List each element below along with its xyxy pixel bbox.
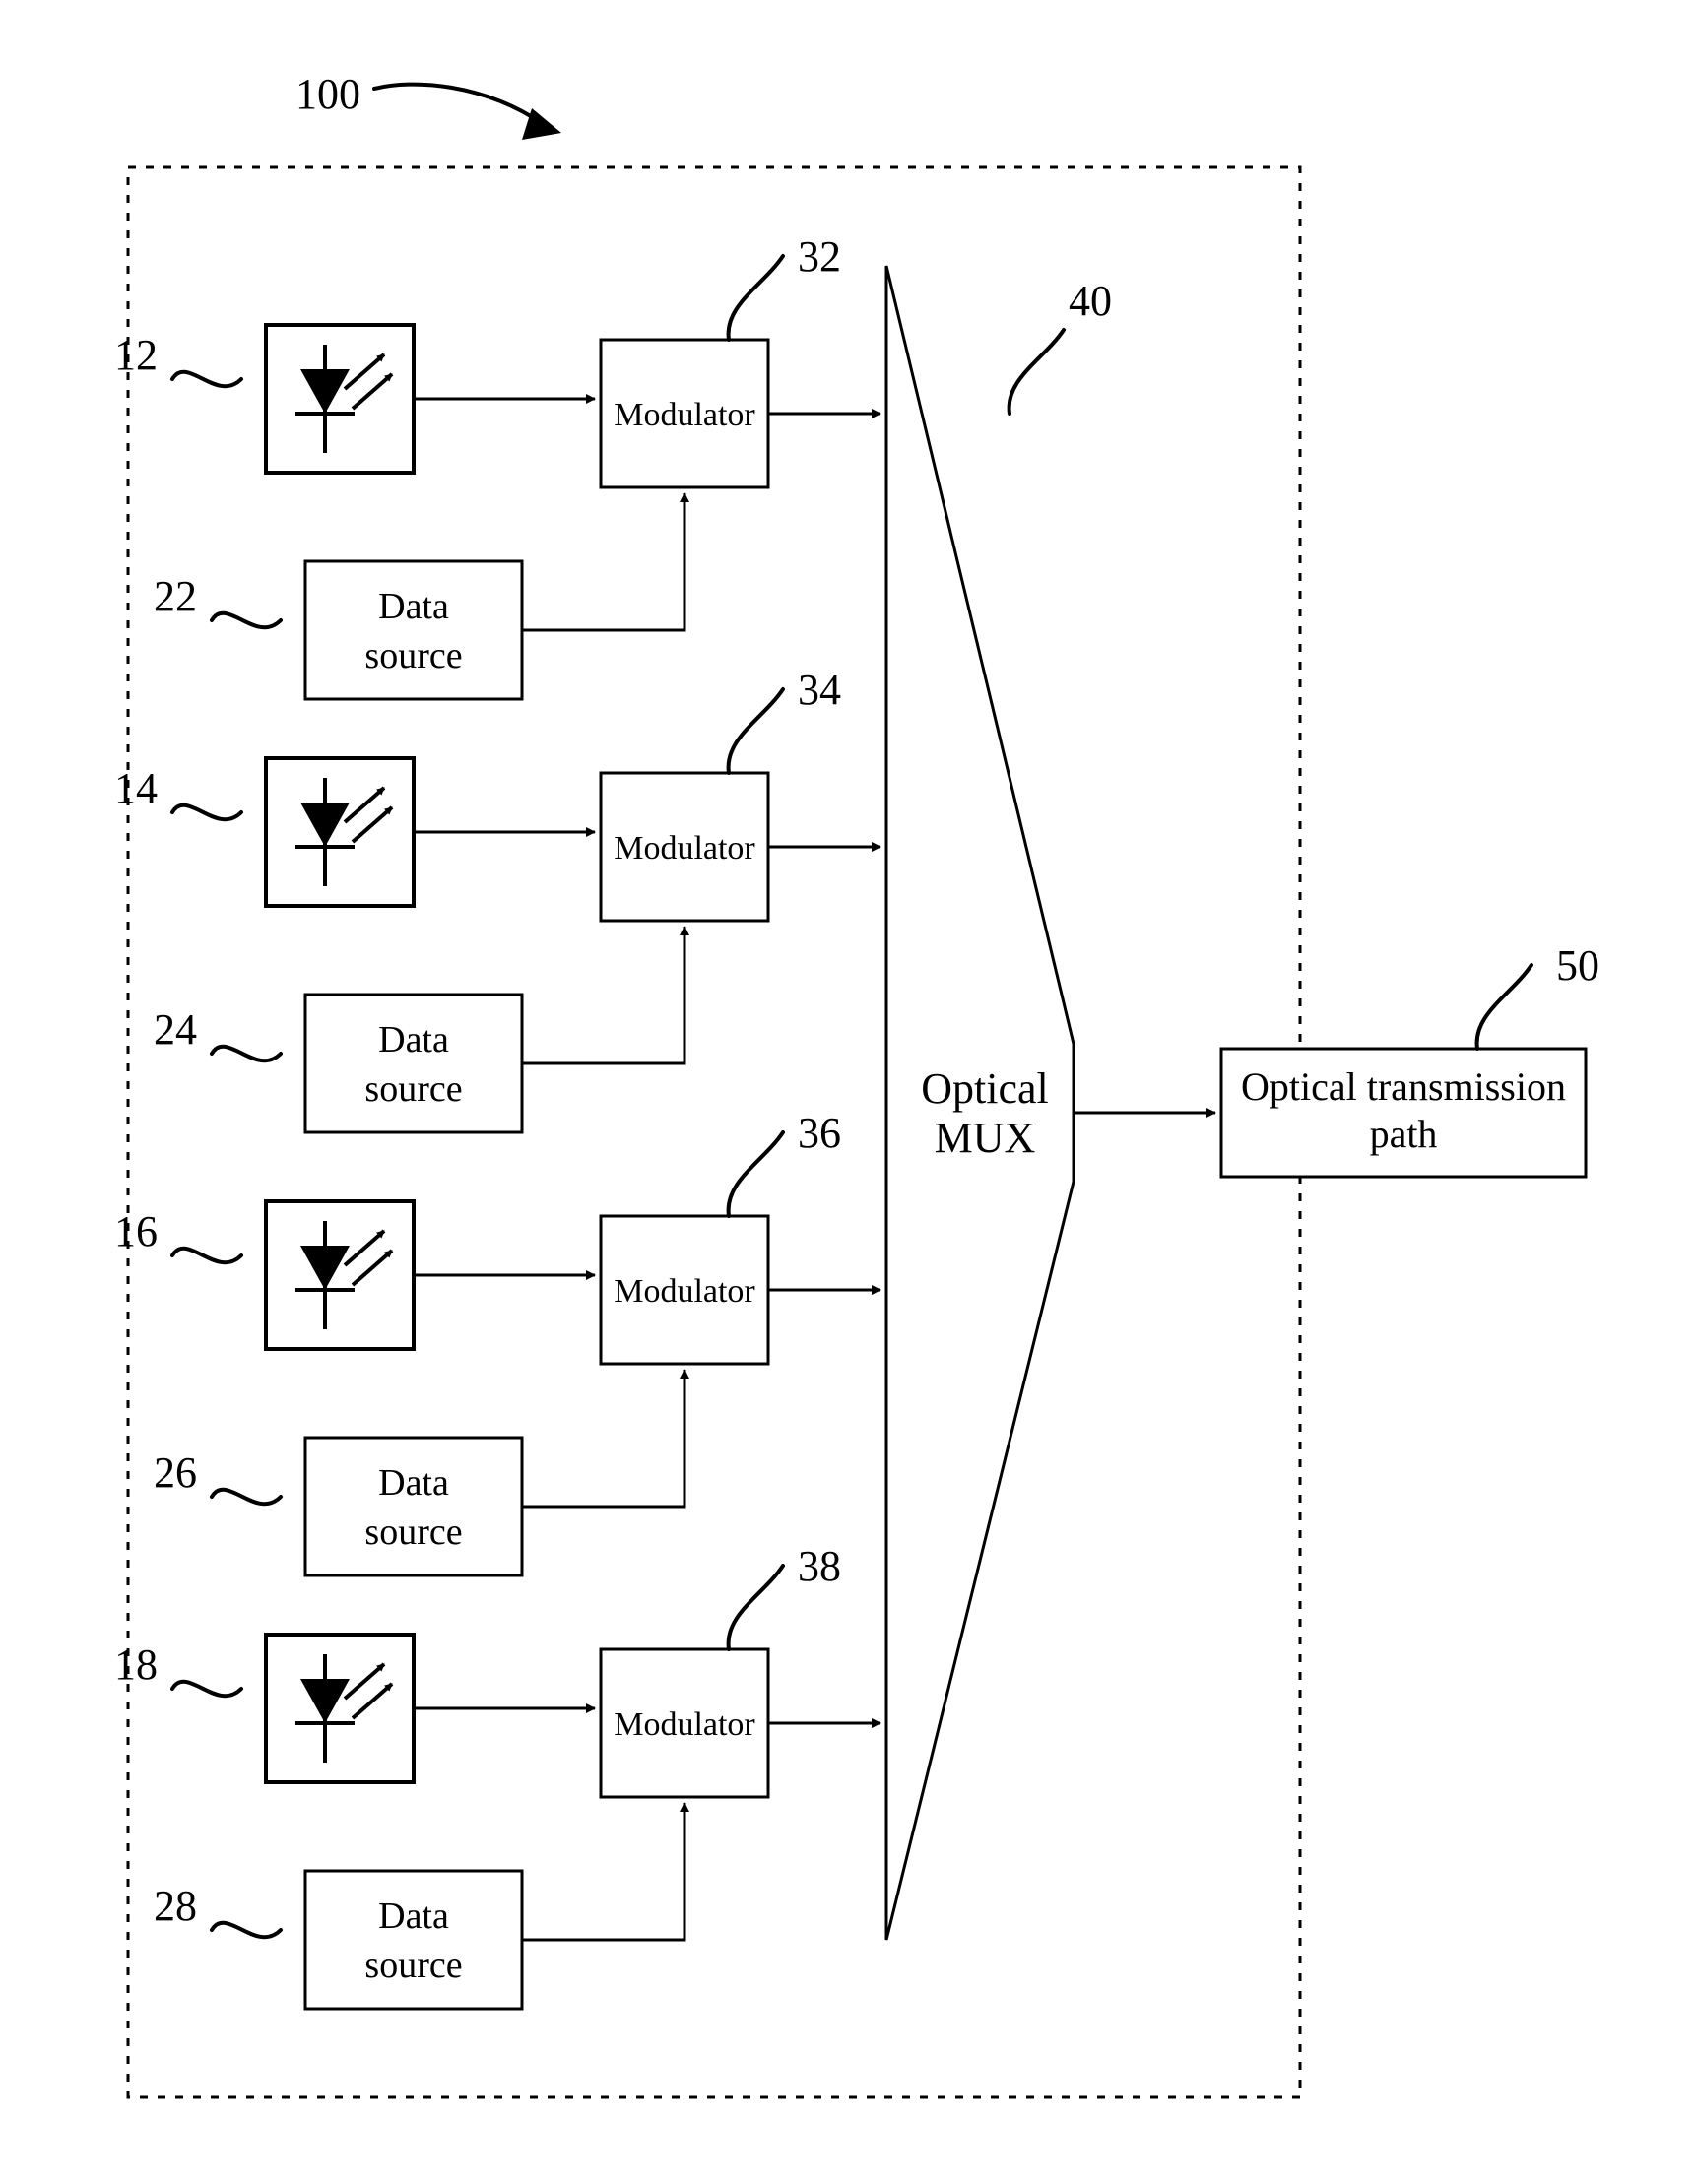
laser-lead-3 xyxy=(172,1249,241,1262)
arrow-data-mod-4 xyxy=(522,1803,684,1940)
mod-lead-2 xyxy=(729,689,783,773)
laser-box-1 xyxy=(266,325,414,473)
laser-lead-4 xyxy=(172,1682,241,1696)
mod-label-1: 32 xyxy=(798,232,841,281)
mux-label: 40 xyxy=(1069,277,1112,325)
data-source-box-1 xyxy=(305,561,522,699)
laser-label-1: 12 xyxy=(114,331,158,379)
data-label-2: 24 xyxy=(154,1005,197,1054)
channel-3: 16 Data source 26 Modulator 36 xyxy=(114,1109,880,1575)
mod-lead-4 xyxy=(729,1566,783,1649)
data-source-text2-3: source xyxy=(364,1511,462,1553)
modulator-text-4: Modulator xyxy=(614,1706,755,1743)
mod-label-2: 34 xyxy=(798,666,841,714)
modulator-text-3: Modulator xyxy=(614,1273,755,1310)
laser-lead-2 xyxy=(172,805,241,819)
laser-box-3 xyxy=(266,1201,414,1349)
data-lead-3 xyxy=(212,1490,281,1504)
arrow-data-mod-1 xyxy=(522,493,684,630)
mod-label-3: 36 xyxy=(798,1109,841,1157)
arrow-data-mod-2 xyxy=(522,927,684,1063)
data-source-text1-2: Data xyxy=(378,1019,449,1060)
laser-box-2 xyxy=(266,758,414,906)
data-source-box-3 xyxy=(305,1438,522,1575)
data-source-text1-4: Data xyxy=(378,1895,449,1937)
modulator-text-2: Modulator xyxy=(614,830,755,867)
data-source-text2-2: source xyxy=(364,1068,462,1110)
data-label-1: 22 xyxy=(154,572,197,620)
mux-text-top: Optical xyxy=(921,1064,1049,1113)
laser-lead-1 xyxy=(172,372,241,386)
channel-1: 12 Data source 22 Modulator 32 xyxy=(114,232,880,699)
output-label: 50 xyxy=(1556,941,1599,990)
data-lead-2 xyxy=(212,1047,281,1060)
data-source-text1-3: Data xyxy=(378,1462,449,1504)
mod-lead-1 xyxy=(729,256,783,340)
arrow-data-mod-3 xyxy=(522,1370,684,1507)
data-source-text2-1: source xyxy=(364,635,462,676)
data-source-box-2 xyxy=(305,995,522,1132)
data-lead-4 xyxy=(212,1923,281,1937)
channel-2: 14 Data source 24 Modulator 34 xyxy=(114,666,880,1132)
mod-lead-3 xyxy=(729,1132,783,1216)
data-source-text1-1: Data xyxy=(378,586,449,627)
output-lead xyxy=(1477,965,1531,1049)
mux-text-bottom: MUX xyxy=(935,1114,1036,1162)
laser-label-3: 16 xyxy=(114,1207,158,1255)
system-label: 100 xyxy=(295,70,360,118)
mod-label-4: 38 xyxy=(798,1542,841,1590)
channel-4: 18 Data source 28 Modulator 38 xyxy=(114,1542,880,2009)
laser-box-4 xyxy=(266,1635,414,1782)
output-text-top: Optical transmission xyxy=(1241,1064,1566,1109)
data-source-text2-4: source xyxy=(364,1945,462,1986)
laser-label-4: 18 xyxy=(114,1640,158,1689)
data-label-3: 26 xyxy=(154,1448,197,1497)
data-lead-1 xyxy=(212,613,281,627)
laser-label-2: 14 xyxy=(114,764,158,812)
mux-lead xyxy=(1010,330,1064,414)
modulator-text-1: Modulator xyxy=(614,397,755,433)
data-label-4: 28 xyxy=(154,1882,197,1930)
output-text-bottom: path xyxy=(1370,1112,1438,1156)
system-pointer-arrow xyxy=(374,85,561,140)
data-source-box-4 xyxy=(305,1871,522,2009)
